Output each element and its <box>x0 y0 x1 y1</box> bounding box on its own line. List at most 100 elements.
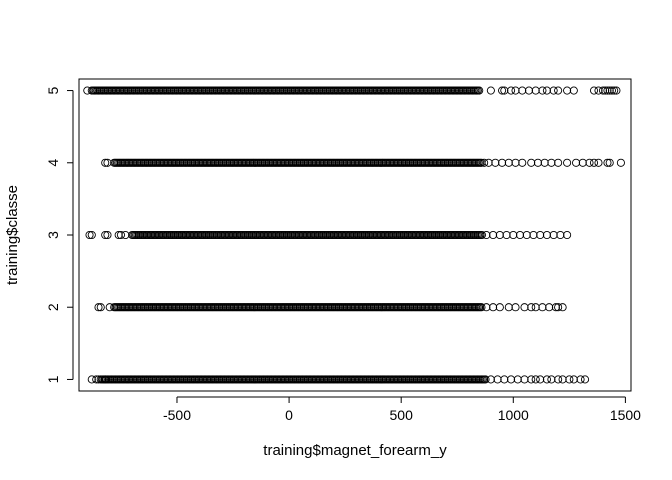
data-point <box>536 230 545 240</box>
data-point <box>533 158 543 167</box>
y-tick-label: 1 <box>45 375 61 383</box>
data-point <box>511 158 520 167</box>
data-point <box>578 158 587 167</box>
data-point <box>498 158 507 167</box>
data-point <box>477 303 486 312</box>
data-point <box>495 230 504 240</box>
y-axis: 1 2 3 4 5 <box>45 86 74 383</box>
data-point <box>589 86 599 95</box>
data-point <box>545 303 554 312</box>
class-3-points <box>85 230 572 240</box>
data-point <box>565 375 574 384</box>
data-point <box>527 158 536 167</box>
data-point <box>616 158 625 167</box>
y-tick-label: 3 <box>45 231 61 239</box>
data-point <box>475 86 484 95</box>
data-point <box>607 86 616 95</box>
data-point <box>527 375 536 384</box>
data-point <box>103 230 112 240</box>
data-point <box>601 86 610 95</box>
data-point <box>524 86 534 95</box>
data-point <box>515 230 525 240</box>
data-point <box>101 158 110 167</box>
y-axis-title: training$classe <box>4 185 21 285</box>
data-point <box>94 303 103 312</box>
data-point <box>121 230 130 240</box>
data-point <box>495 303 504 312</box>
data-point <box>605 86 614 95</box>
data-point <box>563 230 572 240</box>
data-point <box>554 86 563 95</box>
data-point <box>589 158 599 167</box>
x-axis-title: training$magnet_forearm_y <box>263 442 447 459</box>
data-point <box>511 86 520 95</box>
data-point <box>549 230 558 240</box>
data-point <box>114 230 123 240</box>
data-point <box>563 158 572 167</box>
data-point <box>542 375 551 384</box>
x-tick-label: 1000 <box>498 407 529 423</box>
data-point <box>594 158 603 167</box>
data-point <box>101 230 110 240</box>
data-point <box>522 230 531 240</box>
data-point <box>563 86 572 95</box>
data-point <box>531 375 540 384</box>
data-point <box>518 86 527 95</box>
data-point <box>504 303 513 312</box>
data-point <box>509 230 518 240</box>
data-point <box>87 230 96 240</box>
data-point <box>547 375 556 384</box>
data-point <box>603 86 612 95</box>
class-5-points <box>83 86 621 95</box>
data-point <box>504 158 513 167</box>
data-point <box>529 230 538 240</box>
data-point <box>83 86 92 95</box>
data-point <box>87 375 96 384</box>
data-point <box>96 303 105 312</box>
class-1-points <box>87 375 590 384</box>
y-tick-label: 4 <box>45 159 61 167</box>
data-point <box>569 86 578 95</box>
data-point <box>569 375 578 384</box>
data-point <box>493 375 502 384</box>
x-axis: -500 0 500 1000 1500 <box>163 396 641 423</box>
data-point <box>116 230 125 240</box>
data-point <box>576 375 585 384</box>
data-point <box>605 158 614 167</box>
data-point <box>603 158 612 167</box>
data-point <box>518 158 527 167</box>
data-point <box>536 375 545 384</box>
data-point <box>540 158 549 167</box>
data-point <box>105 303 114 312</box>
y-tick-label: 5 <box>45 86 61 94</box>
data-point <box>612 86 621 95</box>
data-point <box>486 86 495 95</box>
data-point <box>482 230 491 240</box>
data-point <box>554 303 563 312</box>
data-point <box>542 86 551 95</box>
data-point <box>94 375 103 384</box>
data-point <box>554 375 563 384</box>
data-point <box>558 375 567 384</box>
data-point <box>531 303 540 312</box>
data-point <box>547 158 556 167</box>
class-2-points <box>94 303 567 312</box>
x-tick-label: 500 <box>390 407 414 423</box>
data-point <box>556 230 565 240</box>
data-point <box>594 86 603 95</box>
data-point <box>542 230 551 240</box>
data-point <box>520 303 529 312</box>
data-point <box>477 230 486 240</box>
data-point <box>489 303 498 312</box>
data-point <box>513 375 522 384</box>
data-point <box>484 158 493 167</box>
data-point <box>506 375 516 384</box>
data-point <box>554 158 563 167</box>
data-point <box>549 86 558 95</box>
data-point <box>486 375 495 384</box>
y-tick-label: 2 <box>45 303 61 311</box>
data-point <box>585 158 594 167</box>
data-point <box>551 303 560 312</box>
x-tick-label: -500 <box>163 407 191 423</box>
data-point <box>500 86 509 95</box>
